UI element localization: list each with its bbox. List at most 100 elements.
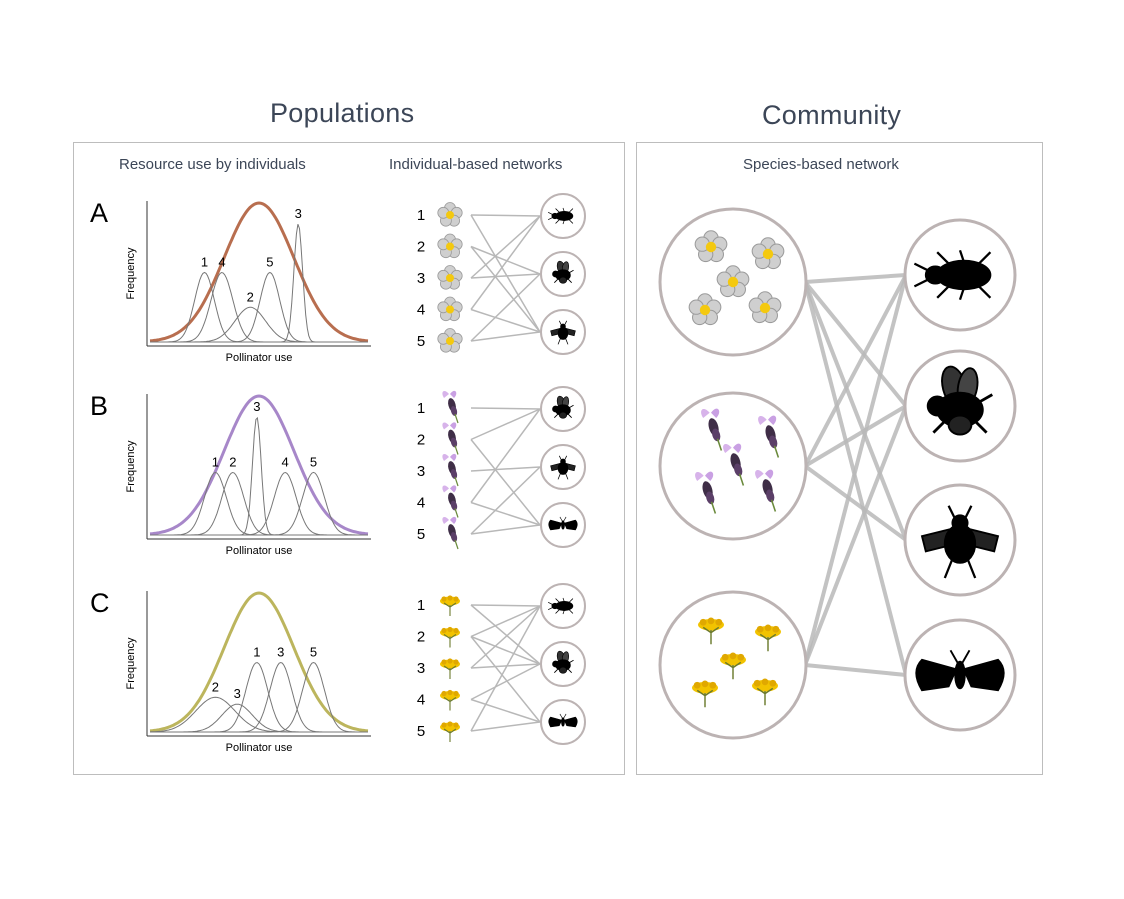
individual-curve [150, 471, 368, 536]
individual-curve [150, 224, 368, 343]
network-link [470, 605, 541, 669]
white-daisy-icon [437, 328, 463, 353]
lavender-icon [441, 453, 459, 487]
individual-number: 5 [417, 526, 425, 543]
individual-number: 3 [417, 463, 425, 480]
individual-number: 4 [417, 692, 425, 709]
individual-curve-label: 2 [247, 289, 254, 304]
population-curve [149, 394, 369, 536]
network-link [470, 408, 541, 441]
network-link [470, 245, 541, 275]
individual-curve-label: 5 [310, 454, 317, 469]
individual-curve [150, 416, 368, 536]
x-axis-label: Pollinator use [226, 742, 293, 754]
species-network-subtitle: Species-based network [743, 156, 899, 173]
network-link [470, 466, 541, 535]
yellow-flower-icon [439, 594, 461, 617]
network-link [470, 663, 541, 669]
network-link [470, 636, 541, 723]
network-link [470, 605, 541, 638]
individual-curve-label: 3 [295, 206, 302, 221]
network-link [470, 663, 541, 701]
white-daisy-icon [437, 296, 463, 322]
individual-number: 3 [417, 270, 425, 287]
yellow-flower-icon [439, 689, 461, 712]
individual-curve-label: 4 [282, 454, 289, 469]
community-link [803, 281, 908, 676]
populations-heading: Populations [270, 98, 415, 128]
population-curve [149, 201, 369, 343]
individual-curve-label: 5 [266, 255, 273, 270]
white-daisy-icon [437, 265, 463, 290]
x-axis-label: Pollinator use [226, 545, 293, 557]
lavender-icon [441, 421, 459, 456]
resource-use-subtitle: Resource use by individuals [119, 156, 306, 173]
yellow-flower-icon [439, 720, 461, 743]
network-link [470, 215, 541, 310]
network-link [470, 308, 541, 333]
network-link [470, 605, 541, 732]
populations-panel [73, 142, 625, 775]
network-link [470, 331, 541, 342]
network-link [470, 604, 541, 607]
individual-curve-label: 2 [212, 679, 219, 694]
individual-curve-label: 3 [234, 686, 241, 701]
individual-curve [150, 271, 368, 343]
community-link [803, 405, 908, 666]
row-letter-b: B [90, 391, 109, 421]
network-link [470, 439, 541, 526]
y-axis-label: Frequency [125, 247, 137, 299]
network-link [470, 466, 541, 472]
individual-curve-label: 4 [218, 255, 225, 270]
individual-curve-label: 1 [253, 645, 260, 660]
row-letter-a: A [90, 198, 109, 228]
community-link [803, 464, 908, 542]
individual-number: 1 [417, 207, 425, 224]
individual-number: 3 [417, 660, 425, 677]
network-link [470, 721, 541, 732]
individual-number: 4 [417, 495, 425, 512]
white-daisy-icon [437, 233, 463, 259]
individual-number: 5 [417, 333, 425, 350]
community-link [804, 663, 907, 677]
row-letter-c: C [90, 588, 110, 618]
community-link [803, 274, 908, 666]
individual-curve [149, 696, 368, 733]
individual-number: 1 [417, 400, 425, 417]
community-link [803, 280, 908, 408]
yellow-flower-icon [439, 626, 461, 649]
y-axis-label: Frequency [125, 440, 137, 492]
network-link [470, 698, 541, 723]
network-link [470, 273, 541, 342]
individual-curve-label: 3 [253, 399, 260, 414]
individual-networks-subtitle: Individual-based networks [389, 156, 563, 173]
network-link [470, 635, 541, 665]
white-daisy-icon [437, 202, 463, 227]
individual-curve-label: 1 [201, 255, 208, 270]
individual-curve-label: 5 [310, 645, 317, 660]
population-curve [149, 591, 369, 733]
network-link [470, 604, 541, 665]
network-link [470, 407, 541, 410]
individual-number: 2 [417, 629, 425, 646]
individual-number: 1 [417, 597, 425, 614]
individual-curve-label: 1 [212, 454, 219, 469]
individual-curve [150, 661, 368, 733]
community-heading: Community [762, 100, 902, 130]
network-link [470, 215, 541, 279]
community-link [804, 273, 907, 284]
community-link [803, 281, 908, 541]
network-link [470, 524, 541, 535]
x-axis-label: Pollinator use [226, 352, 293, 364]
individual-number: 2 [417, 239, 425, 256]
network-link [470, 246, 541, 333]
individual-curve [150, 271, 368, 343]
individual-number: 5 [417, 723, 425, 740]
lavender-icon [441, 516, 459, 550]
individual-curve [150, 271, 368, 343]
lavender-icon [441, 484, 459, 519]
